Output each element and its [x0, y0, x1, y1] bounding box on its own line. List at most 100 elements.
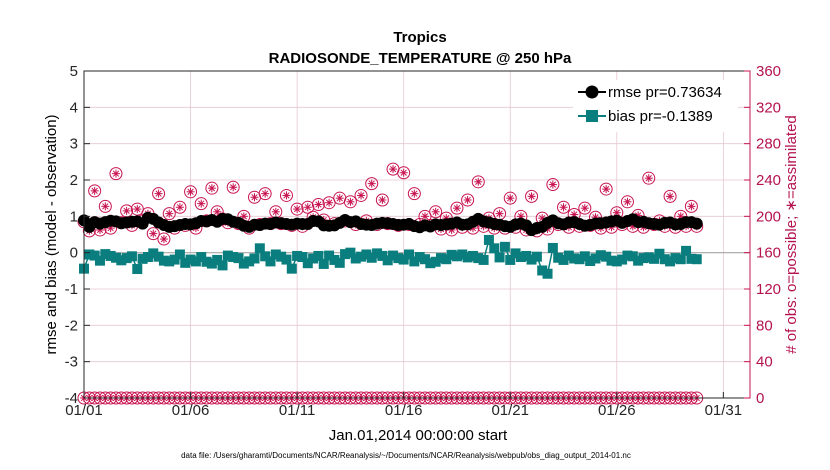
- left-tick-label: 0: [70, 245, 78, 262]
- obs-assimilated-point: [101, 202, 110, 211]
- obs-possible-point: [354, 188, 368, 202]
- bias-point: [265, 256, 276, 267]
- obs-assimilated-point: [325, 198, 334, 207]
- bias-point: [84, 249, 95, 260]
- obs-possible-point: [557, 200, 571, 214]
- bias-point: [414, 252, 425, 263]
- right-tick-label: 80: [756, 317, 773, 334]
- right-tick-label: 200: [756, 208, 781, 225]
- obs-possible-point: [157, 232, 171, 246]
- bias-point: [510, 248, 521, 259]
- bias-point: [590, 253, 601, 264]
- left-axis: 5 4 3 2 1 0 -1 -2 -3 -4: [65, 63, 90, 407]
- obs-possible-point: [290, 202, 304, 216]
- asterisk-stroke: [214, 208, 221, 215]
- asterisk-stroke: [602, 185, 610, 193]
- obs-assimilated-point: [495, 209, 504, 218]
- asterisk-stroke: [187, 188, 194, 195]
- obs-possible-point: [471, 175, 485, 189]
- x-tick-label: 01/01: [65, 402, 103, 419]
- obs-assimilated-point: [602, 185, 611, 194]
- obs-possible-point: [162, 207, 176, 221]
- asterisk-stroke: [315, 201, 322, 208]
- bias-point: [627, 251, 638, 262]
- right-tick-label: 240: [756, 172, 781, 189]
- bias-point: [691, 254, 702, 265]
- bias-point: [201, 256, 212, 267]
- obs-possible-point: [450, 201, 464, 215]
- asterisk-stroke: [272, 208, 279, 215]
- right-tick-label: 360: [756, 63, 781, 80]
- asterisk-stroke: [304, 204, 311, 211]
- obs-possible-point: [311, 198, 325, 212]
- x-tick-label: 01/31: [705, 402, 743, 419]
- bias-point: [281, 254, 292, 265]
- bias-point: [169, 254, 180, 265]
- obs-assimilated-point: [335, 194, 344, 203]
- obs-assimilated-point: [111, 169, 120, 178]
- obs-possible-point: [365, 177, 379, 191]
- obs-assimilated-point: [250, 193, 259, 202]
- legend-rmse-label: rmse pr=0.73634: [608, 84, 722, 101]
- bias-point: [212, 254, 223, 265]
- asterisk-stroke: [176, 204, 184, 211]
- bias-point: [340, 249, 351, 260]
- asterisk-stroke: [347, 198, 354, 205]
- asterisk-stroke: [283, 192, 290, 199]
- bias-point: [313, 250, 324, 261]
- left-tick-label: -4: [65, 390, 78, 407]
- bias-point: [334, 257, 345, 268]
- obs-possible-point: [88, 184, 102, 198]
- obs-assimilated-point: [175, 203, 184, 212]
- obs-possible-point: [109, 167, 123, 181]
- obs-assimilated-point: [239, 212, 248, 221]
- obs-possible-point: [258, 187, 272, 201]
- asterisk-stroke: [293, 205, 301, 213]
- bias-point: [137, 253, 148, 264]
- obs-assimilated-point: [666, 192, 675, 201]
- bias-point: [654, 248, 665, 259]
- obs-assimilated-point: [580, 204, 589, 213]
- obs-assimilated-point: [186, 187, 195, 196]
- left-tick-label: 5: [70, 63, 78, 80]
- bias-point: [148, 248, 159, 259]
- obs-possible-point: [226, 180, 240, 194]
- bias-point: [430, 256, 441, 267]
- bias-point: [526, 254, 537, 265]
- obs-possible-point: [407, 187, 421, 201]
- asterisk-stroke: [261, 190, 269, 197]
- bias-point: [121, 253, 132, 264]
- asterisk-stroke: [539, 214, 546, 222]
- bias-point: [531, 251, 542, 262]
- bias-point: [308, 253, 319, 264]
- bias-point: [537, 265, 548, 276]
- asterisk-stroke: [134, 205, 141, 213]
- obs-possible-point: [642, 171, 656, 185]
- legend-rmse-marker: [585, 85, 599, 99]
- obs-assimilated-point: [452, 204, 461, 213]
- obs-assimilated-point: [346, 197, 355, 206]
- left-tick-label: -3: [65, 354, 78, 371]
- bias-point: [361, 249, 372, 260]
- bias-point: [233, 253, 244, 264]
- bias-point: [238, 258, 249, 269]
- asterisk-stroke: [421, 213, 429, 220]
- obs-assimilated-point: [644, 174, 653, 183]
- asterisk-stroke: [91, 187, 98, 195]
- obs-possible-point: [343, 195, 357, 209]
- obs-assimilated-point: [293, 205, 302, 214]
- x-tick-label: 01/21: [491, 402, 529, 419]
- legend: rmse pr=0.73634 bias pr=-0.1389: [573, 80, 738, 132]
- bias-point: [563, 250, 574, 261]
- obs-assimilated-point: [154, 189, 163, 198]
- bias-point: [441, 254, 452, 265]
- bias-point: [190, 256, 201, 267]
- asterisk-stroke: [453, 205, 461, 212]
- asterisk-stroke: [123, 207, 130, 215]
- bias-point: [425, 258, 436, 269]
- left-tick-label: 4: [70, 99, 78, 116]
- bias-point: [483, 234, 494, 245]
- obs-assimilated-point: [420, 212, 429, 221]
- bias-point: [126, 251, 137, 262]
- obs-possible-point: [173, 200, 187, 214]
